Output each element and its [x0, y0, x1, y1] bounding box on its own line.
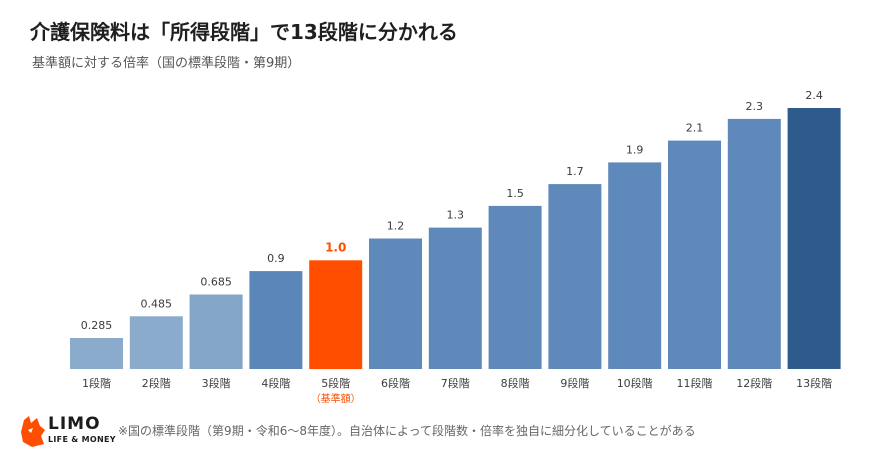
bar: [428, 227, 482, 369]
bar-chart: 0.285 1段階 0.485 2段階 0.685 3段階 0.9 4段階 1.0 5段階 （基準額…: [70, 89, 841, 405]
bar: [488, 205, 542, 369]
data-label: 0.9: [267, 252, 285, 265]
bar: [369, 238, 422, 369]
logo-text: LIMO: [48, 414, 101, 434]
x-tick-label: 13段階: [796, 376, 832, 390]
data-label: 1.7: [566, 165, 584, 178]
data-label: 2.1: [686, 122, 704, 135]
bar: [608, 162, 662, 369]
data-label: 0.285: [81, 319, 113, 332]
bar: [727, 118, 781, 370]
data-label: 0.685: [200, 276, 232, 289]
fox-logo-icon: [21, 416, 45, 447]
bar: [309, 260, 363, 370]
x-tick-label: 11段階: [677, 376, 713, 390]
highlight-sublabel: （基準額）: [311, 392, 361, 405]
x-tick-label: 10段階: [617, 376, 653, 390]
x-tick-label: 5段階: [321, 376, 350, 390]
x-tick-label: 4段階: [261, 376, 290, 390]
footnote: ※国の標準段階（第9期・令和6〜8年度）。自治体によって段階数・倍率を独自に細分…: [118, 424, 696, 438]
data-label: 0.485: [141, 297, 173, 310]
x-tick-label: 2段階: [142, 376, 171, 390]
bar: [787, 108, 841, 369]
limo-logo: LIMO LIFE & MONEY: [20, 412, 130, 452]
bar: [668, 140, 721, 369]
data-label: 2.3: [746, 100, 764, 113]
data-label: 1.5: [506, 187, 524, 200]
data-label: 1.2: [387, 220, 405, 233]
bar: [70, 338, 123, 369]
x-tick-label: 1段階: [82, 376, 111, 390]
bar: [129, 316, 183, 369]
chart-subtitle: 基準額に対する倍率（国の標準段階・第9期）: [32, 56, 301, 71]
data-label: 1.9: [626, 143, 644, 156]
data-label: 1.3: [447, 209, 465, 222]
bar: [189, 294, 243, 369]
x-tick-label: 12段階: [736, 376, 772, 390]
data-label: 2.4: [805, 89, 823, 102]
bar: [249, 271, 303, 369]
x-tick-label: 3段階: [202, 376, 231, 390]
x-tick-label: 7段階: [441, 376, 470, 390]
footer: LIMO LIFE & MONEY ※国の標準段階（第9期・令和6〜8年度）。自…: [20, 412, 860, 452]
data-label: 1.0: [325, 240, 346, 254]
x-tick-label: 9段階: [560, 376, 589, 390]
x-tick-label: 8段階: [501, 376, 530, 390]
x-tick-label: 6段階: [381, 376, 410, 390]
logo-tagline: LIFE & MONEY: [48, 435, 116, 444]
chart-title: 介護保険料は「所得段階」で13段階に分かれる: [30, 20, 458, 44]
bar: [548, 184, 602, 369]
